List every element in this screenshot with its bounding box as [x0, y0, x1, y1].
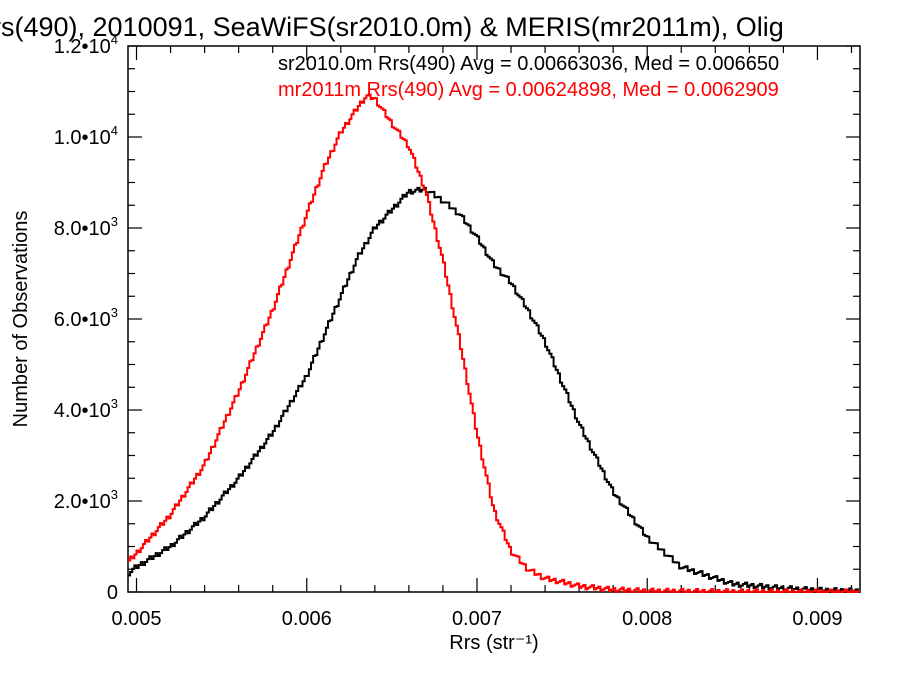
y-tick-label: 2.0•103: [54, 487, 118, 513]
x-tick-label: 0.009: [792, 608, 842, 630]
y-tick-label: 4.0•103: [54, 396, 118, 422]
x-axis: 0.005 0.006 0.007 0.008 0.009: [111, 46, 853, 630]
series-line-mr2011m: [128, 93, 860, 593]
x-tick-label: 0.007: [452, 608, 502, 630]
series-layer: [128, 93, 860, 593]
y-axis-label: Number of Observations: [10, 211, 32, 428]
chart-title: rs(490), 2010091, SeaWiFS(sr2010.0m) & M…: [0, 12, 784, 42]
x-axis-label: Rrs (str⁻¹): [449, 632, 538, 654]
x-tick-label: 0.008: [622, 608, 672, 630]
y-tick-label: 1.0•104: [54, 123, 118, 149]
x-tick-label: 0.005: [111, 608, 161, 630]
y-tick-label: 6.0•103: [54, 305, 118, 331]
y-tick-label: 8.0•103: [54, 214, 118, 240]
x-tick-label: 0.006: [282, 608, 332, 630]
series-line-sr2010.0m: [128, 186, 860, 593]
y-axis: 0 2.0•103 4.0•103 6.0•103 8.0•103 1.0•104 1.2•…: [54, 32, 860, 604]
y-tick-label: 1.2•104: [54, 32, 118, 58]
legend-entry-mr2011: mr2011m Rrs(490) Avg = 0.00624898, Med =…: [278, 79, 779, 101]
y-tick-label: 0: [107, 582, 118, 604]
legend-entry-sr2010: sr2010.0m Rrs(490) Avg = 0.00663036, Med…: [278, 53, 779, 75]
